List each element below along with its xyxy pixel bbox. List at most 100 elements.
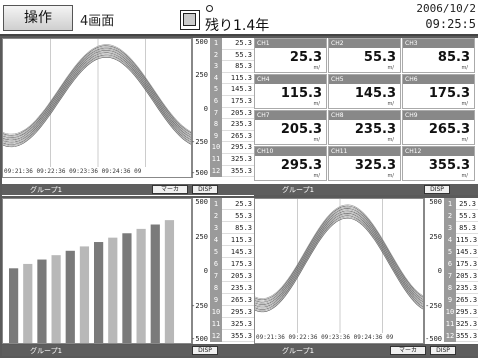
channel-list: 1 25.3 2 55.3 3 85.3 4 115.3 5 145.3 6 175.3 7 205.3 8… [210, 198, 254, 344]
date-display: 2006/10/2 [416, 2, 476, 15]
channel-row: 1 25.3 [444, 198, 478, 210]
channel-number: 2 [444, 210, 456, 222]
marker-button[interactable]: マーカ [152, 185, 188, 194]
channel-value: 145.3 [222, 84, 254, 96]
bar-pane-bottom-left: 500 250 0 -250 -500 1 25.3 2 55.3 3 85.3 4 115.… [2, 198, 254, 344]
channel-tag: CH4 [255, 75, 326, 84]
disp-button[interactable]: DISP [430, 346, 456, 355]
channel-number: 12 [444, 330, 456, 342]
disp-button[interactable]: DISP [192, 346, 218, 355]
digital-cell: CH4 115.3 m/ [254, 74, 327, 109]
channel-number: 6 [210, 258, 222, 270]
time-axis-labels: 09:21:36 09:22:36 09:23:36 09:24:36 09 [256, 334, 394, 341]
trend-line [3, 55, 191, 147]
channel-row: 12 355.3 [210, 165, 254, 178]
channel-value: 355.3 [428, 158, 470, 173]
channel-row: 8 235.3 [210, 119, 254, 131]
trend-line [255, 216, 423, 311]
channel-value: 85.3 [437, 50, 470, 65]
channel-row: 2 55.3 [210, 49, 254, 62]
unit-label: m/ [387, 101, 394, 107]
bar-graph [2, 198, 192, 344]
channel-row: 6 175.3 [210, 258, 254, 270]
channel-number: 9 [210, 130, 222, 143]
channel-value: 235.3 [222, 119, 254, 131]
digital-cell: CH5 145.3 m/ [328, 74, 401, 109]
status-bar-top-left: グループ1 マーカ DISP [2, 184, 254, 195]
disp-button[interactable]: DISP [424, 185, 450, 194]
channel-number: 1 [444, 198, 456, 210]
channel-tag: CH3 [403, 39, 474, 48]
marker-button[interactable]: マーカ [390, 346, 426, 355]
channel-tag: CH11 [329, 147, 400, 156]
channel-value: 295.3 [280, 158, 322, 173]
channel-row: 12 355.3 [210, 330, 254, 342]
trend-line [255, 204, 423, 299]
group-label: グループ1 [30, 347, 63, 355]
channel-tag: CH2 [329, 39, 400, 48]
channel-number: 9 [210, 294, 222, 306]
trend-line [3, 53, 191, 144]
unit-label: m/ [461, 173, 468, 179]
bar-2 [23, 263, 33, 343]
channel-row: 12 355.3 [444, 330, 478, 342]
channel-number: 1 [210, 198, 222, 210]
scale-axis: 500 250 0 -250 -500 [191, 38, 210, 178]
channel-number: 10 [444, 306, 456, 318]
channel-number: 9 [444, 294, 456, 306]
channel-number: 8 [210, 119, 222, 131]
channel-tag: CH12 [403, 147, 474, 156]
channel-row: 9 265.3 [210, 294, 254, 306]
channel-number: 12 [210, 165, 222, 178]
channel-number: 7 [210, 270, 222, 282]
channel-value: 205.3 [280, 122, 322, 137]
bar-6 [79, 246, 90, 343]
digital-cell: CH2 55.3 m/ [328, 38, 401, 73]
time-display: 09:25:5 [425, 17, 476, 31]
channel-value: 115.3 [280, 86, 322, 101]
channel-number: 8 [210, 282, 222, 294]
trend-graph [254, 198, 424, 344]
channel-value: 25.3 [456, 198, 478, 210]
channel-row: 9 265.3 [210, 130, 254, 143]
channel-value: 205.3 [222, 270, 254, 282]
channel-number: 7 [444, 270, 456, 282]
bar-7 [94, 242, 104, 343]
trend-line [3, 57, 191, 148]
trend-pane-bottom-right: 500 250 0 -250 -500 1 25.3 2 55.3 3 85.3 4 115.… [254, 198, 478, 344]
bar-8 [108, 237, 118, 343]
channel-number: 5 [444, 246, 456, 258]
channel-row: 2 55.3 [444, 210, 478, 222]
scale-axis: 500 250 0 -250 -500 [424, 198, 444, 344]
channel-row: 10 295.3 [210, 142, 254, 154]
channel-value: 55.3 [222, 49, 254, 62]
unit-label: m/ [313, 173, 320, 179]
unit-label: m/ [387, 137, 394, 143]
channel-number: 3 [210, 222, 222, 234]
channel-value: 325.3 [456, 318, 478, 330]
trend-line [3, 52, 191, 143]
bar-3 [37, 259, 47, 343]
disp-button[interactable]: DISP [192, 185, 218, 194]
channel-number: 7 [210, 107, 222, 120]
channel-row: 1 25.3 [210, 198, 254, 210]
channel-row: 9 265.3 [444, 294, 478, 306]
channel-tag: CH10 [255, 147, 326, 156]
channel-tag: CH7 [255, 111, 326, 120]
channel-number: 11 [444, 318, 456, 330]
channel-number: 3 [444, 222, 456, 234]
channel-value: 265.3 [222, 130, 254, 143]
channel-row: 11 325.3 [444, 318, 478, 330]
unit-label: m/ [387, 173, 394, 179]
channel-value: 295.3 [456, 306, 478, 318]
trend-line [3, 47, 191, 138]
channel-tag: CH1 [255, 39, 326, 48]
trend-line [255, 217, 423, 313]
channel-tag: CH6 [403, 75, 474, 84]
channel-value: 325.3 [222, 154, 254, 166]
trend-line [255, 206, 423, 302]
channel-value: 235.3 [354, 122, 396, 137]
operation-button[interactable]: 操作 [3, 5, 73, 31]
channel-number: 2 [210, 49, 222, 62]
view-name-label: 4画面 [80, 14, 115, 29]
